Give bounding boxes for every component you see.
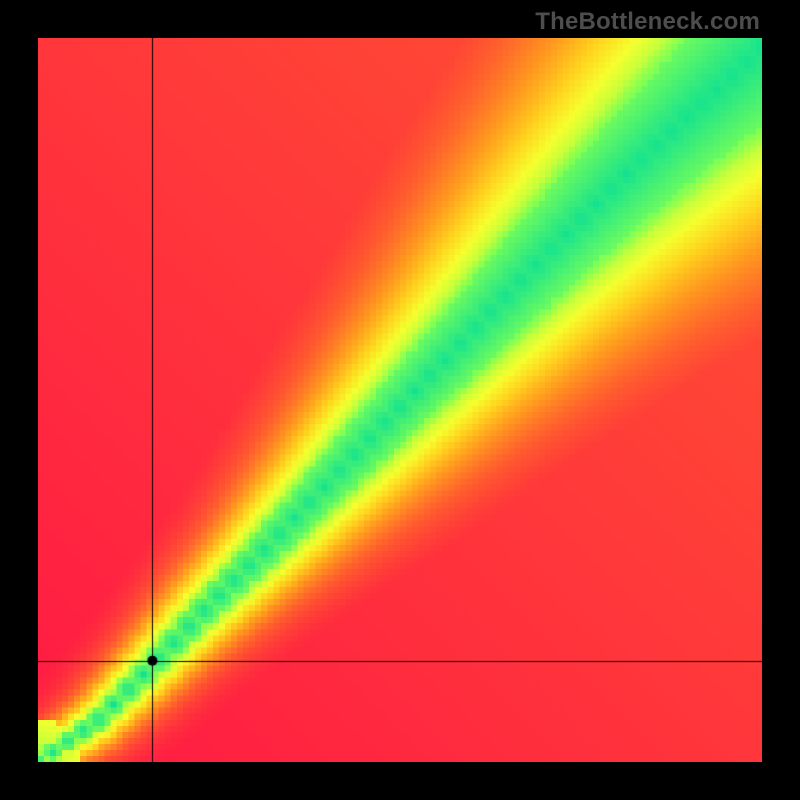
branding-watermark: TheBottleneck.com [535, 8, 760, 36]
crosshair-overlay [38, 38, 762, 762]
